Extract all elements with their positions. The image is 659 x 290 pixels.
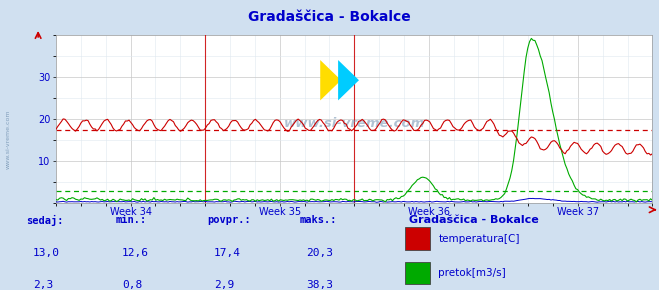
Text: www.si-vreme.com: www.si-vreme.com bbox=[283, 117, 425, 130]
Text: 2,9: 2,9 bbox=[214, 280, 235, 290]
Text: povpr.:: povpr.: bbox=[208, 215, 251, 225]
Text: 0,8: 0,8 bbox=[122, 280, 142, 290]
Bar bbox=[405, 262, 430, 284]
Polygon shape bbox=[320, 60, 341, 100]
Text: pretok[m3/s]: pretok[m3/s] bbox=[438, 268, 506, 278]
Text: 38,3: 38,3 bbox=[306, 280, 333, 290]
Text: 12,6: 12,6 bbox=[122, 248, 149, 258]
Text: 2,3: 2,3 bbox=[33, 280, 53, 290]
Text: Gradaščica - Bokalce: Gradaščica - Bokalce bbox=[409, 215, 538, 225]
Bar bbox=[405, 227, 430, 250]
Text: sedaj:: sedaj: bbox=[26, 215, 64, 226]
Text: 17,4: 17,4 bbox=[214, 248, 241, 258]
Text: www.si-vreme.com: www.si-vreme.com bbox=[5, 109, 11, 169]
Text: maks.:: maks.: bbox=[300, 215, 337, 225]
Text: 20,3: 20,3 bbox=[306, 248, 333, 258]
Text: min.:: min.: bbox=[115, 215, 146, 225]
Text: 13,0: 13,0 bbox=[33, 248, 60, 258]
Text: Gradaščica - Bokalce: Gradaščica - Bokalce bbox=[248, 10, 411, 24]
Text: temperatura[C]: temperatura[C] bbox=[438, 234, 520, 244]
Polygon shape bbox=[338, 60, 359, 100]
